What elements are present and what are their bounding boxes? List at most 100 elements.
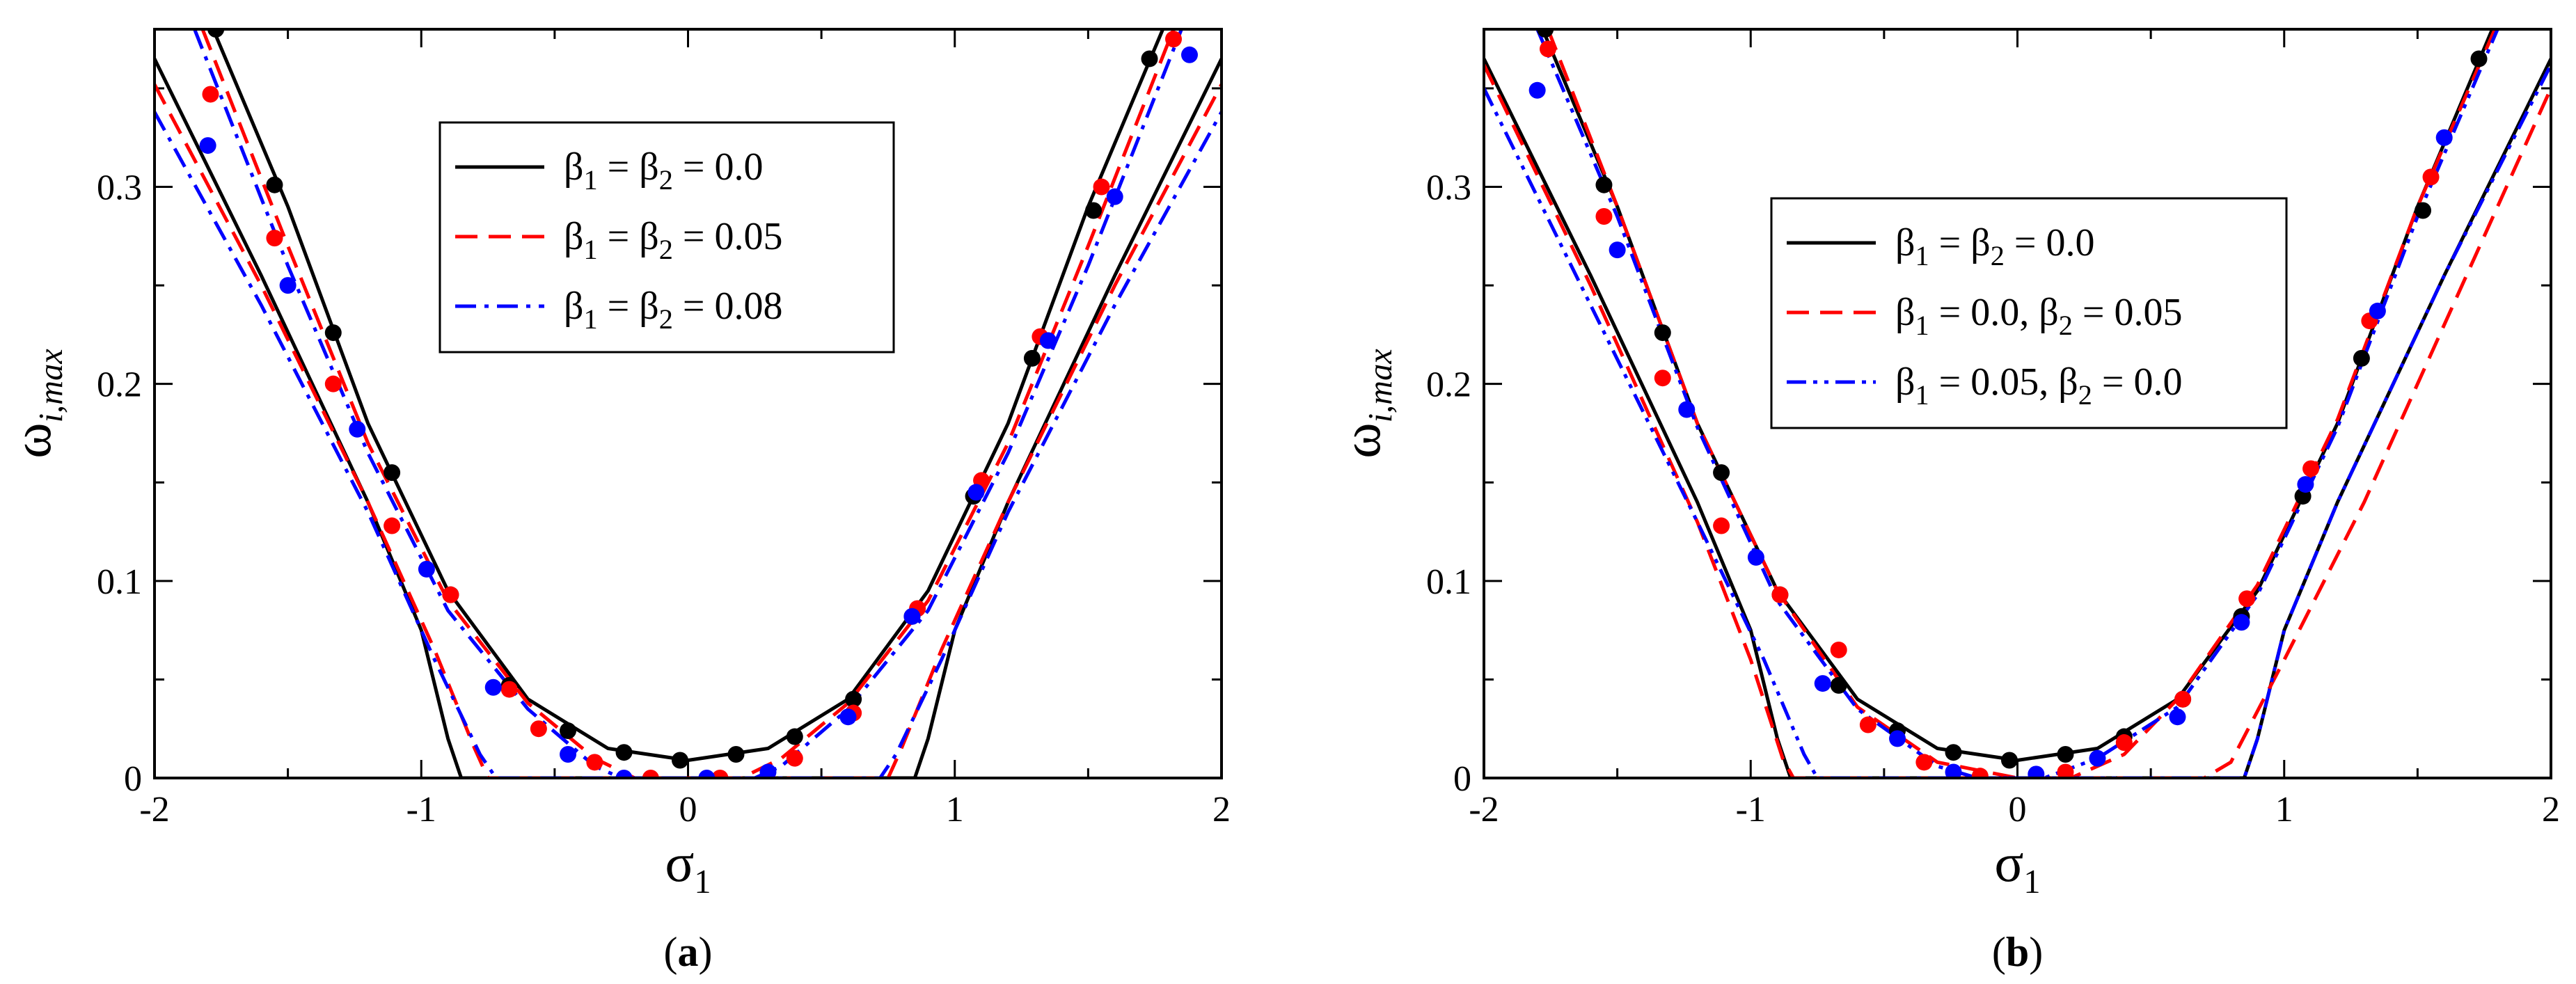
series-1-point (324, 375, 342, 392)
legend-box (438, 121, 895, 354)
series-2-outer-curve (1484, 63, 2551, 778)
legend-label-part: = β (598, 285, 659, 328)
series-1-outer-curve (155, 84, 1222, 778)
legend-label-subscript: 1 (1915, 310, 1929, 341)
x-tick-label: 0 (2009, 790, 2027, 830)
series-2-point (279, 277, 297, 294)
series-2-point (484, 679, 502, 696)
x-axis-label-main: σ (1994, 832, 2023, 893)
legend-label: β1 = 0.05, β2 = 0.0 (1895, 360, 2182, 411)
series-2-point (615, 770, 633, 778)
x-tick-label: 1 (946, 790, 964, 830)
legend-label: β1 = 0.0, β2 = 0.05 (1895, 291, 2182, 341)
series-1-point (1915, 754, 1933, 771)
series-2-point (2297, 476, 2314, 493)
series-0-point (727, 746, 745, 763)
y-tick-label: 0.1 (1426, 562, 1471, 602)
series-0-point (672, 752, 689, 769)
series-2-outer-curve (155, 111, 1222, 778)
legend-label-part: β (564, 145, 584, 189)
series-2-point (2369, 302, 2386, 319)
series-0-point (266, 176, 283, 193)
y-tick-label: 0.1 (97, 562, 142, 602)
caption-close: ) (699, 929, 713, 975)
series-0-point (1830, 676, 1847, 694)
series-1-point (1539, 40, 1556, 58)
legend-label-part: = 0.0 (2005, 221, 2095, 264)
series-1-point (1165, 31, 1183, 48)
legend-label-part: = 0.0 (673, 145, 764, 189)
y-tick-label: 0.3 (97, 168, 142, 208)
series-0-point (1023, 349, 1041, 367)
series-1-point (202, 86, 219, 103)
legend-label-subscript: 2 (659, 164, 673, 196)
y-axis-label-main: ω (1, 422, 62, 458)
legend-label-subscript: 2 (1991, 240, 2005, 271)
legend-label-part: β (1895, 221, 1915, 264)
legend-label: β1 = β2 = 0.0 (564, 145, 763, 196)
x-axis-label-sub: 1 (2023, 864, 2040, 900)
legend-label-subscript: 2 (2059, 310, 2073, 341)
y-axis-label: ωi,max (1331, 349, 1399, 459)
series-2-point (1814, 675, 1831, 692)
series-1-point (2422, 168, 2440, 186)
legend-label-subscript: 1 (584, 303, 598, 335)
y-axis-label: ωi,max (1, 349, 70, 459)
series-1-point (711, 770, 729, 778)
series-1-point (1971, 768, 1989, 778)
series-1-point (1595, 208, 1613, 225)
series-1-point (530, 720, 547, 738)
legend-label-part: = β (598, 215, 659, 258)
y-tick-label: 0.2 (97, 365, 142, 405)
legend-label-subscript: 2 (659, 234, 673, 265)
legend-label-part: β (1895, 291, 1915, 334)
series-0-point (1595, 176, 1613, 193)
series-0-point (207, 29, 225, 38)
series-0-point (2057, 746, 2074, 763)
series-1-point (1771, 586, 1789, 603)
series-2-point (1889, 730, 1906, 747)
series-0-point (786, 728, 803, 745)
series-2-point (2233, 614, 2250, 631)
series-2-point (2028, 765, 2045, 778)
legend-label-part: β (1895, 360, 1915, 404)
series-2-point (1181, 46, 1199, 63)
series-1-point (266, 230, 283, 247)
series-0-point (324, 324, 342, 342)
y-tick-label: 0 (1453, 759, 1471, 799)
series-1-point (642, 770, 659, 778)
series-0-point (1537, 29, 1554, 38)
series-1-point (1093, 178, 1110, 196)
series-2-point (1528, 81, 1546, 99)
x-axis-label-main: σ (665, 832, 694, 893)
plot-frame (153, 28, 1223, 779)
series-1-point (786, 749, 803, 767)
legend-label-part: = 0.0, β (1929, 291, 2059, 334)
series-0-point (560, 722, 577, 740)
legend-label-part: = 0.0 (2092, 360, 2183, 404)
legend-label: β1 = β2 = 0.0 (1895, 221, 2094, 271)
series-2-point (1609, 241, 1626, 259)
series-2-point (199, 137, 216, 154)
series-1-point (500, 681, 518, 698)
legend-label-subscript: 1 (1915, 379, 1929, 411)
y-axis-label-sub: i,max (33, 349, 70, 423)
series-0-point (845, 690, 862, 708)
series-2-point (2089, 749, 2106, 767)
series-0-point (2415, 202, 2432, 219)
series-1-point (2115, 734, 2133, 752)
plot-area (1484, 29, 2551, 778)
series-0-point (1713, 464, 1730, 482)
legend-label-subscript: 1 (1915, 240, 1929, 271)
series-1-point (2057, 763, 2074, 778)
x-axis-label: σ1 (1994, 832, 2040, 900)
series-1-point (2238, 590, 2256, 608)
series-1-point (2174, 690, 2192, 708)
series-1-inner-curve (200, 29, 1176, 778)
x-tick-label: 0 (679, 790, 697, 830)
plot-area (155, 29, 1222, 778)
y-axis-label-sub: i,max (1362, 349, 1399, 423)
